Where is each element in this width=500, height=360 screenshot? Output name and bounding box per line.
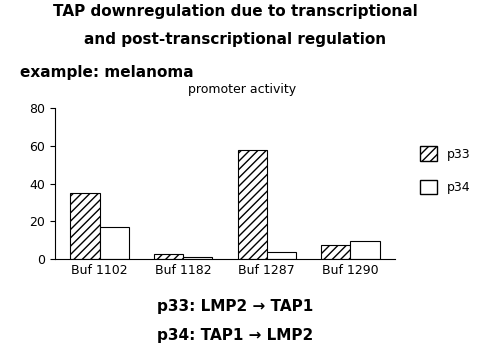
Text: example: melanoma: example: melanoma — [20, 65, 194, 80]
Text: TAP downregulation due to transcriptional: TAP downregulation due to transcriptiona… — [52, 4, 418, 19]
Text: p34: TAP1 → LMP2: p34: TAP1 → LMP2 — [157, 328, 313, 343]
Text: and post-transcriptional regulation: and post-transcriptional regulation — [84, 32, 386, 48]
Text: promoter activity: promoter activity — [188, 83, 296, 96]
Text: p33: LMP2 → TAP1: p33: LMP2 → TAP1 — [157, 299, 313, 314]
Bar — [100, 227, 129, 259]
Bar — [154, 255, 183, 259]
Legend: p33, p34: p33, p34 — [415, 141, 476, 199]
Bar — [70, 193, 100, 259]
Bar — [350, 241, 380, 259]
Bar — [183, 257, 212, 259]
Bar — [238, 150, 267, 259]
Bar — [321, 245, 350, 259]
Bar — [267, 252, 296, 259]
